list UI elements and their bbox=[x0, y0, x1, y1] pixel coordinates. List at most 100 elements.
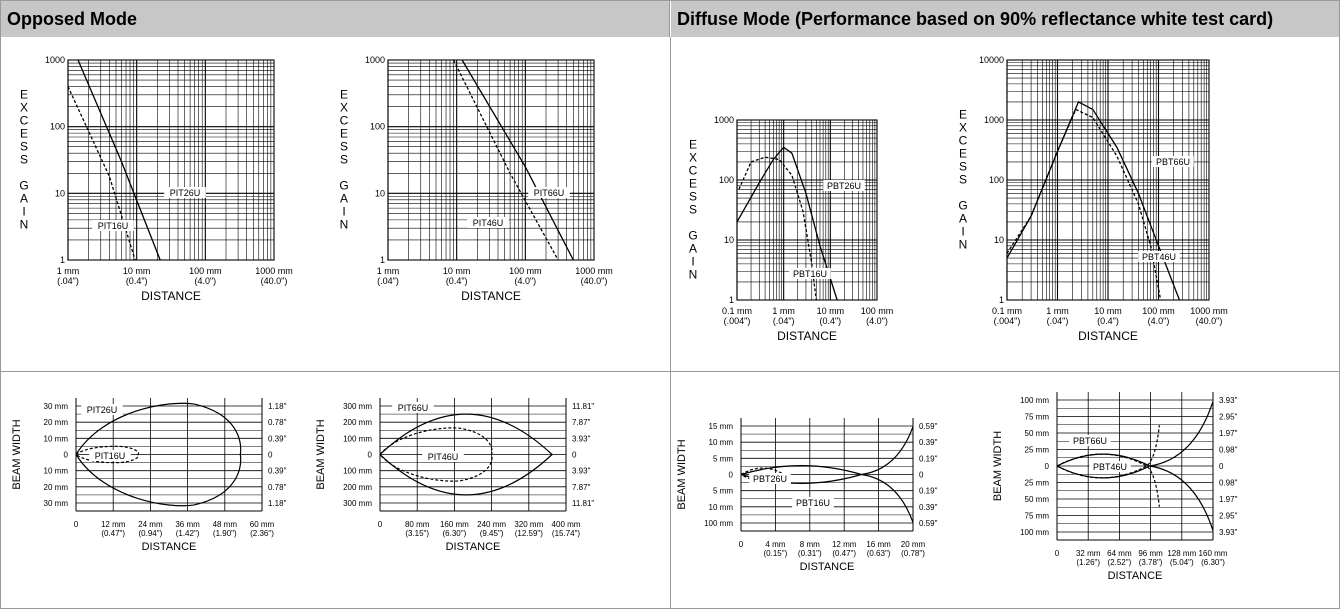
c5-x-tick-sublabel: (6.30") bbox=[443, 529, 467, 538]
c7-y-tick-label-right: 0.98" bbox=[1219, 446, 1238, 455]
c4-x-axis-label: DISTANCE bbox=[142, 541, 197, 553]
c3-y-axis-label-letter: X bbox=[959, 121, 967, 135]
c5-y-tick-label-right: 11.81" bbox=[572, 499, 594, 508]
c1-y-axis-label-letter: I bbox=[342, 205, 345, 219]
c6-series-label-bg bbox=[792, 497, 834, 508]
c3-x-tick-label: 10 mm bbox=[1094, 306, 1122, 316]
c6-x-tick-sublabel: (0.15") bbox=[764, 549, 788, 558]
c7-series-label-bg bbox=[1089, 461, 1131, 472]
c1-y-tick-label: 1 bbox=[380, 255, 385, 265]
c3-x-tick-label: 0.1 mm bbox=[992, 306, 1022, 316]
c6-y-tick-label-left: 0 bbox=[729, 471, 734, 480]
c7-x-tick-label: 128 mm bbox=[1167, 549, 1196, 558]
c2-y-tick-label: 1000 bbox=[714, 115, 734, 125]
c3-y-axis-label-letter: C bbox=[959, 134, 968, 148]
c5-x-tick-sublabel: (3.15") bbox=[405, 529, 429, 538]
c6-y-tick-label-right: 0.59" bbox=[919, 422, 938, 431]
c4-series-label-pit16u: PIT16U bbox=[95, 451, 126, 461]
c0-series-label-pit26u: PIT26U bbox=[170, 188, 201, 198]
c1-y-tick-label: 10 bbox=[375, 188, 385, 198]
c3-series-pbt46u bbox=[1006, 108, 1162, 301]
c2-y-tick-label: 100 bbox=[719, 175, 734, 185]
c4-y-tick-label-right: 0.39" bbox=[268, 434, 287, 443]
c3-y-axis-label-letter: G bbox=[958, 199, 967, 213]
c0-x-tick-label: 1000 mm bbox=[255, 266, 293, 276]
c3-x-tick-label: 1 mm bbox=[1046, 306, 1069, 316]
c6-x-tick-label: 0 bbox=[739, 540, 744, 549]
c4-x-tick-label: 48 mm bbox=[213, 520, 238, 529]
c7-y-tick-label-left: 100 mm bbox=[1020, 396, 1049, 405]
c3-x-tick-label: 100 mm bbox=[1142, 306, 1175, 316]
c2-y-axis-label-letter: C bbox=[689, 164, 698, 178]
c6-x-tick-sublabel: (0.47") bbox=[832, 549, 856, 558]
c4-y-tick-label-right: 0.78" bbox=[268, 483, 287, 492]
column-divider bbox=[670, 37, 671, 608]
c3-y-axis-label-letter: S bbox=[959, 173, 967, 187]
c2-x-axis-label: DISTANCE bbox=[777, 329, 837, 343]
c0-x-tick-sublabel: (40.0") bbox=[261, 276, 288, 286]
c3-series-label-bg bbox=[1152, 156, 1194, 167]
c5-series-label-pit46u: PIT46U bbox=[428, 452, 459, 462]
c7-x-tick-sublabel: (1.26") bbox=[1076, 558, 1100, 567]
c4-y-tick-label-left: 0 bbox=[64, 451, 69, 460]
c0-series-label-pit16u: PIT16U bbox=[98, 221, 129, 231]
c1-y-axis-label-letter: C bbox=[340, 114, 349, 128]
c2-y-axis-label-letter: A bbox=[689, 242, 697, 256]
c1-y-axis-label-letter: S bbox=[340, 140, 348, 154]
c3-y-tick-label: 100 bbox=[989, 175, 1004, 185]
c5-y-tick-label-right: 7.87" bbox=[572, 483, 591, 492]
row-divider bbox=[1, 371, 1339, 372]
c6-y-tick-label-left: 10 mm bbox=[709, 438, 734, 447]
c3-y-axis-label-letter: I bbox=[961, 225, 964, 239]
c6-y-tick-label-right: 0.19" bbox=[919, 487, 938, 496]
c7-y-tick-label-left: 0 bbox=[1045, 462, 1050, 471]
c7-y-tick-label-left: 25 mm bbox=[1025, 479, 1050, 488]
c4-x-tick-sublabel: (1.90") bbox=[213, 529, 237, 538]
c5-y-tick-label-right: 3.93" bbox=[572, 467, 591, 476]
c3-y-tick-label: 1000 bbox=[984, 115, 1004, 125]
c2-y-tick-label: 1 bbox=[729, 295, 734, 305]
c1-x-tick-label: 1 mm bbox=[377, 266, 400, 276]
c0-y-axis-label-letter: E bbox=[20, 127, 28, 141]
c3-y-tick-label: 1 bbox=[999, 295, 1004, 305]
c6-x-tick-sublabel: (0.63") bbox=[867, 549, 891, 558]
c2-series-label-pbt16u: PBT16U bbox=[793, 269, 827, 279]
c6-y-tick-label-left: 10 mm bbox=[709, 503, 734, 512]
c7-y-tick-label-right: 1.97" bbox=[1219, 429, 1238, 438]
c1-y-axis-label-letter: X bbox=[340, 101, 348, 115]
c0-y-axis-label-letter: I bbox=[22, 205, 25, 219]
c4-series-label-bg bbox=[89, 450, 131, 461]
c5-y-tick-label-left: 300 mm bbox=[343, 402, 372, 411]
c1-series-label-bg bbox=[467, 217, 509, 228]
c3-x-axis-label: DISTANCE bbox=[1078, 329, 1138, 343]
c7-series-label-bg bbox=[1069, 435, 1111, 446]
c5-x-tick-label: 320 mm bbox=[514, 520, 543, 529]
c2-y-axis-label-letter: I bbox=[691, 255, 694, 269]
c4-x-tick-label: 60 mm bbox=[250, 520, 275, 529]
c1-x-tick-sublabel: (40.0") bbox=[581, 276, 608, 286]
c3-y-axis-label-letter: N bbox=[959, 238, 968, 252]
c3-x-tick-sublabel: (0.4") bbox=[1097, 316, 1119, 326]
c1-series-pit46u bbox=[452, 59, 559, 261]
c0-series-label-bg bbox=[164, 187, 206, 198]
c4-y-tick-label-left: 20 mm bbox=[44, 483, 69, 492]
c4-y-tick-label-left: 20 mm bbox=[44, 418, 69, 427]
c4-x-tick-sublabel: (0.47") bbox=[101, 529, 125, 538]
c2-x-tick-sublabel: (4.0") bbox=[866, 316, 888, 326]
c6-x-tick-label: 8 mm bbox=[800, 540, 820, 549]
c5-y-tick-label-right: 11.81" bbox=[572, 402, 594, 411]
c2-x-tick-sublabel: (.04") bbox=[773, 316, 795, 326]
c6-y-tick-label-right: 0.19" bbox=[919, 454, 938, 463]
c6-x-axis-label: DISTANCE bbox=[800, 561, 855, 573]
c7-x-axis-label: DISTANCE bbox=[1108, 570, 1163, 582]
c0-y-axis-label-letter: X bbox=[20, 101, 28, 115]
c2-series-pbt16u bbox=[738, 156, 817, 301]
c6-x-tick-label: 4 mm bbox=[765, 540, 785, 549]
c4-x-tick-label: 36 mm bbox=[175, 520, 200, 529]
c7-y-tick-label-left: 75 mm bbox=[1025, 512, 1050, 521]
c1-x-tick-sublabel: (.04") bbox=[377, 276, 399, 286]
c6-y-tick-label-left: 100 mm bbox=[704, 519, 733, 528]
c3-y-tick-label: 10 bbox=[994, 235, 1004, 245]
c7-x-tick-label: 64 mm bbox=[1107, 549, 1132, 558]
c3-y-axis-label-letter: S bbox=[959, 160, 967, 174]
